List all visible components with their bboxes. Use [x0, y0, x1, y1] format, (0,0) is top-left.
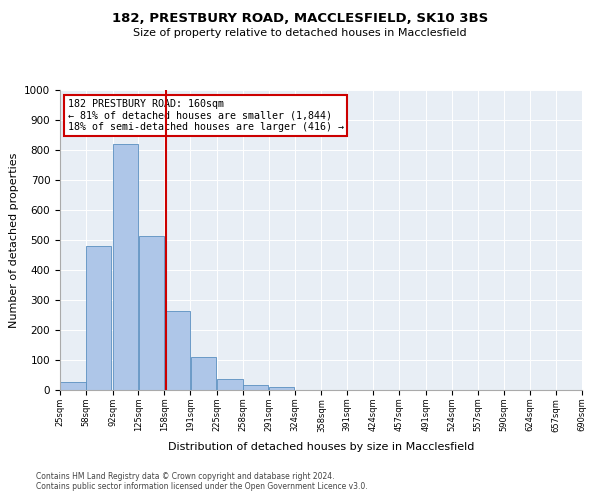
Bar: [86, 246, 112, 390]
Text: Distribution of detached houses by size in Macclesfield: Distribution of detached houses by size …: [168, 442, 474, 452]
Y-axis label: Number of detached properties: Number of detached properties: [8, 152, 19, 328]
Bar: [61, 382, 86, 390]
Bar: [139, 236, 164, 390]
Bar: [243, 384, 268, 390]
Bar: [165, 310, 190, 390]
Bar: [191, 357, 216, 390]
Text: Contains HM Land Registry data © Crown copyright and database right 2024.: Contains HM Land Registry data © Crown c…: [36, 472, 335, 481]
Bar: [113, 144, 138, 390]
Text: Contains public sector information licensed under the Open Government Licence v3: Contains public sector information licen…: [36, 482, 368, 491]
Text: 182, PRESTBURY ROAD, MACCLESFIELD, SK10 3BS: 182, PRESTBURY ROAD, MACCLESFIELD, SK10 …: [112, 12, 488, 26]
Text: Size of property relative to detached houses in Macclesfield: Size of property relative to detached ho…: [133, 28, 467, 38]
Bar: [269, 387, 295, 390]
Bar: [217, 378, 242, 390]
Text: 182 PRESTBURY ROAD: 160sqm
← 81% of detached houses are smaller (1,844)
18% of s: 182 PRESTBURY ROAD: 160sqm ← 81% of deta…: [68, 99, 344, 132]
